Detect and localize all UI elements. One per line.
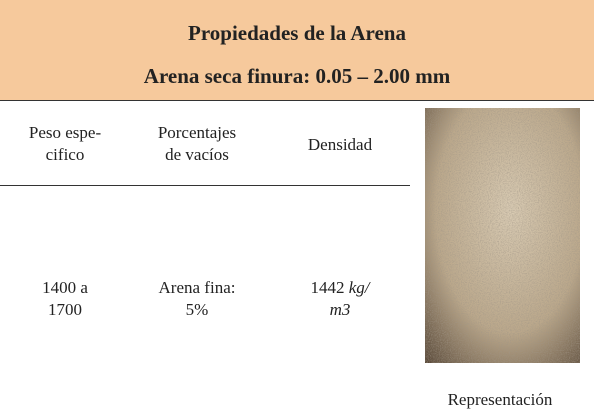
cell-line: 1400 a <box>42 278 88 297</box>
header-line: Densidad <box>307 135 373 154</box>
header-line: cifico <box>45 145 85 164</box>
header-band <box>0 0 594 101</box>
subtitle: Arena seca finura: 0.05 – 2.00 mm <box>143 64 451 88</box>
cell-line: 1700 <box>48 300 82 319</box>
column-header: Peso espe- cifico <box>0 122 130 166</box>
cell-line: Arena fina: <box>158 278 236 297</box>
image-caption: Representación <box>447 390 553 409</box>
density-unit: kg/ <box>348 278 370 297</box>
cell-line: m3 <box>275 299 405 321</box>
density-unit: m3 <box>329 300 351 319</box>
header-line: Peso espe- <box>28 123 102 142</box>
density-number: 1442 <box>310 278 345 297</box>
title: Propiedades de la Arena <box>188 21 406 45</box>
sand-image <box>425 108 580 363</box>
cell: 1400 a 1700 <box>0 277 130 321</box>
cell: Arena fina: 5% <box>132 277 262 321</box>
header-rule <box>0 185 410 186</box>
cell-line: 5% <box>185 300 209 319</box>
cell: 1442 kg/ m3 <box>275 277 405 321</box>
column-header: Densidad <box>275 134 405 156</box>
sand-grain <box>425 108 580 363</box>
column-header: Porcentajes de vacíos <box>132 122 262 166</box>
header-line: Porcentajes <box>157 123 237 142</box>
header-line: de vacíos <box>165 145 229 164</box>
cell-line: 1442 kg/ <box>275 277 405 299</box>
